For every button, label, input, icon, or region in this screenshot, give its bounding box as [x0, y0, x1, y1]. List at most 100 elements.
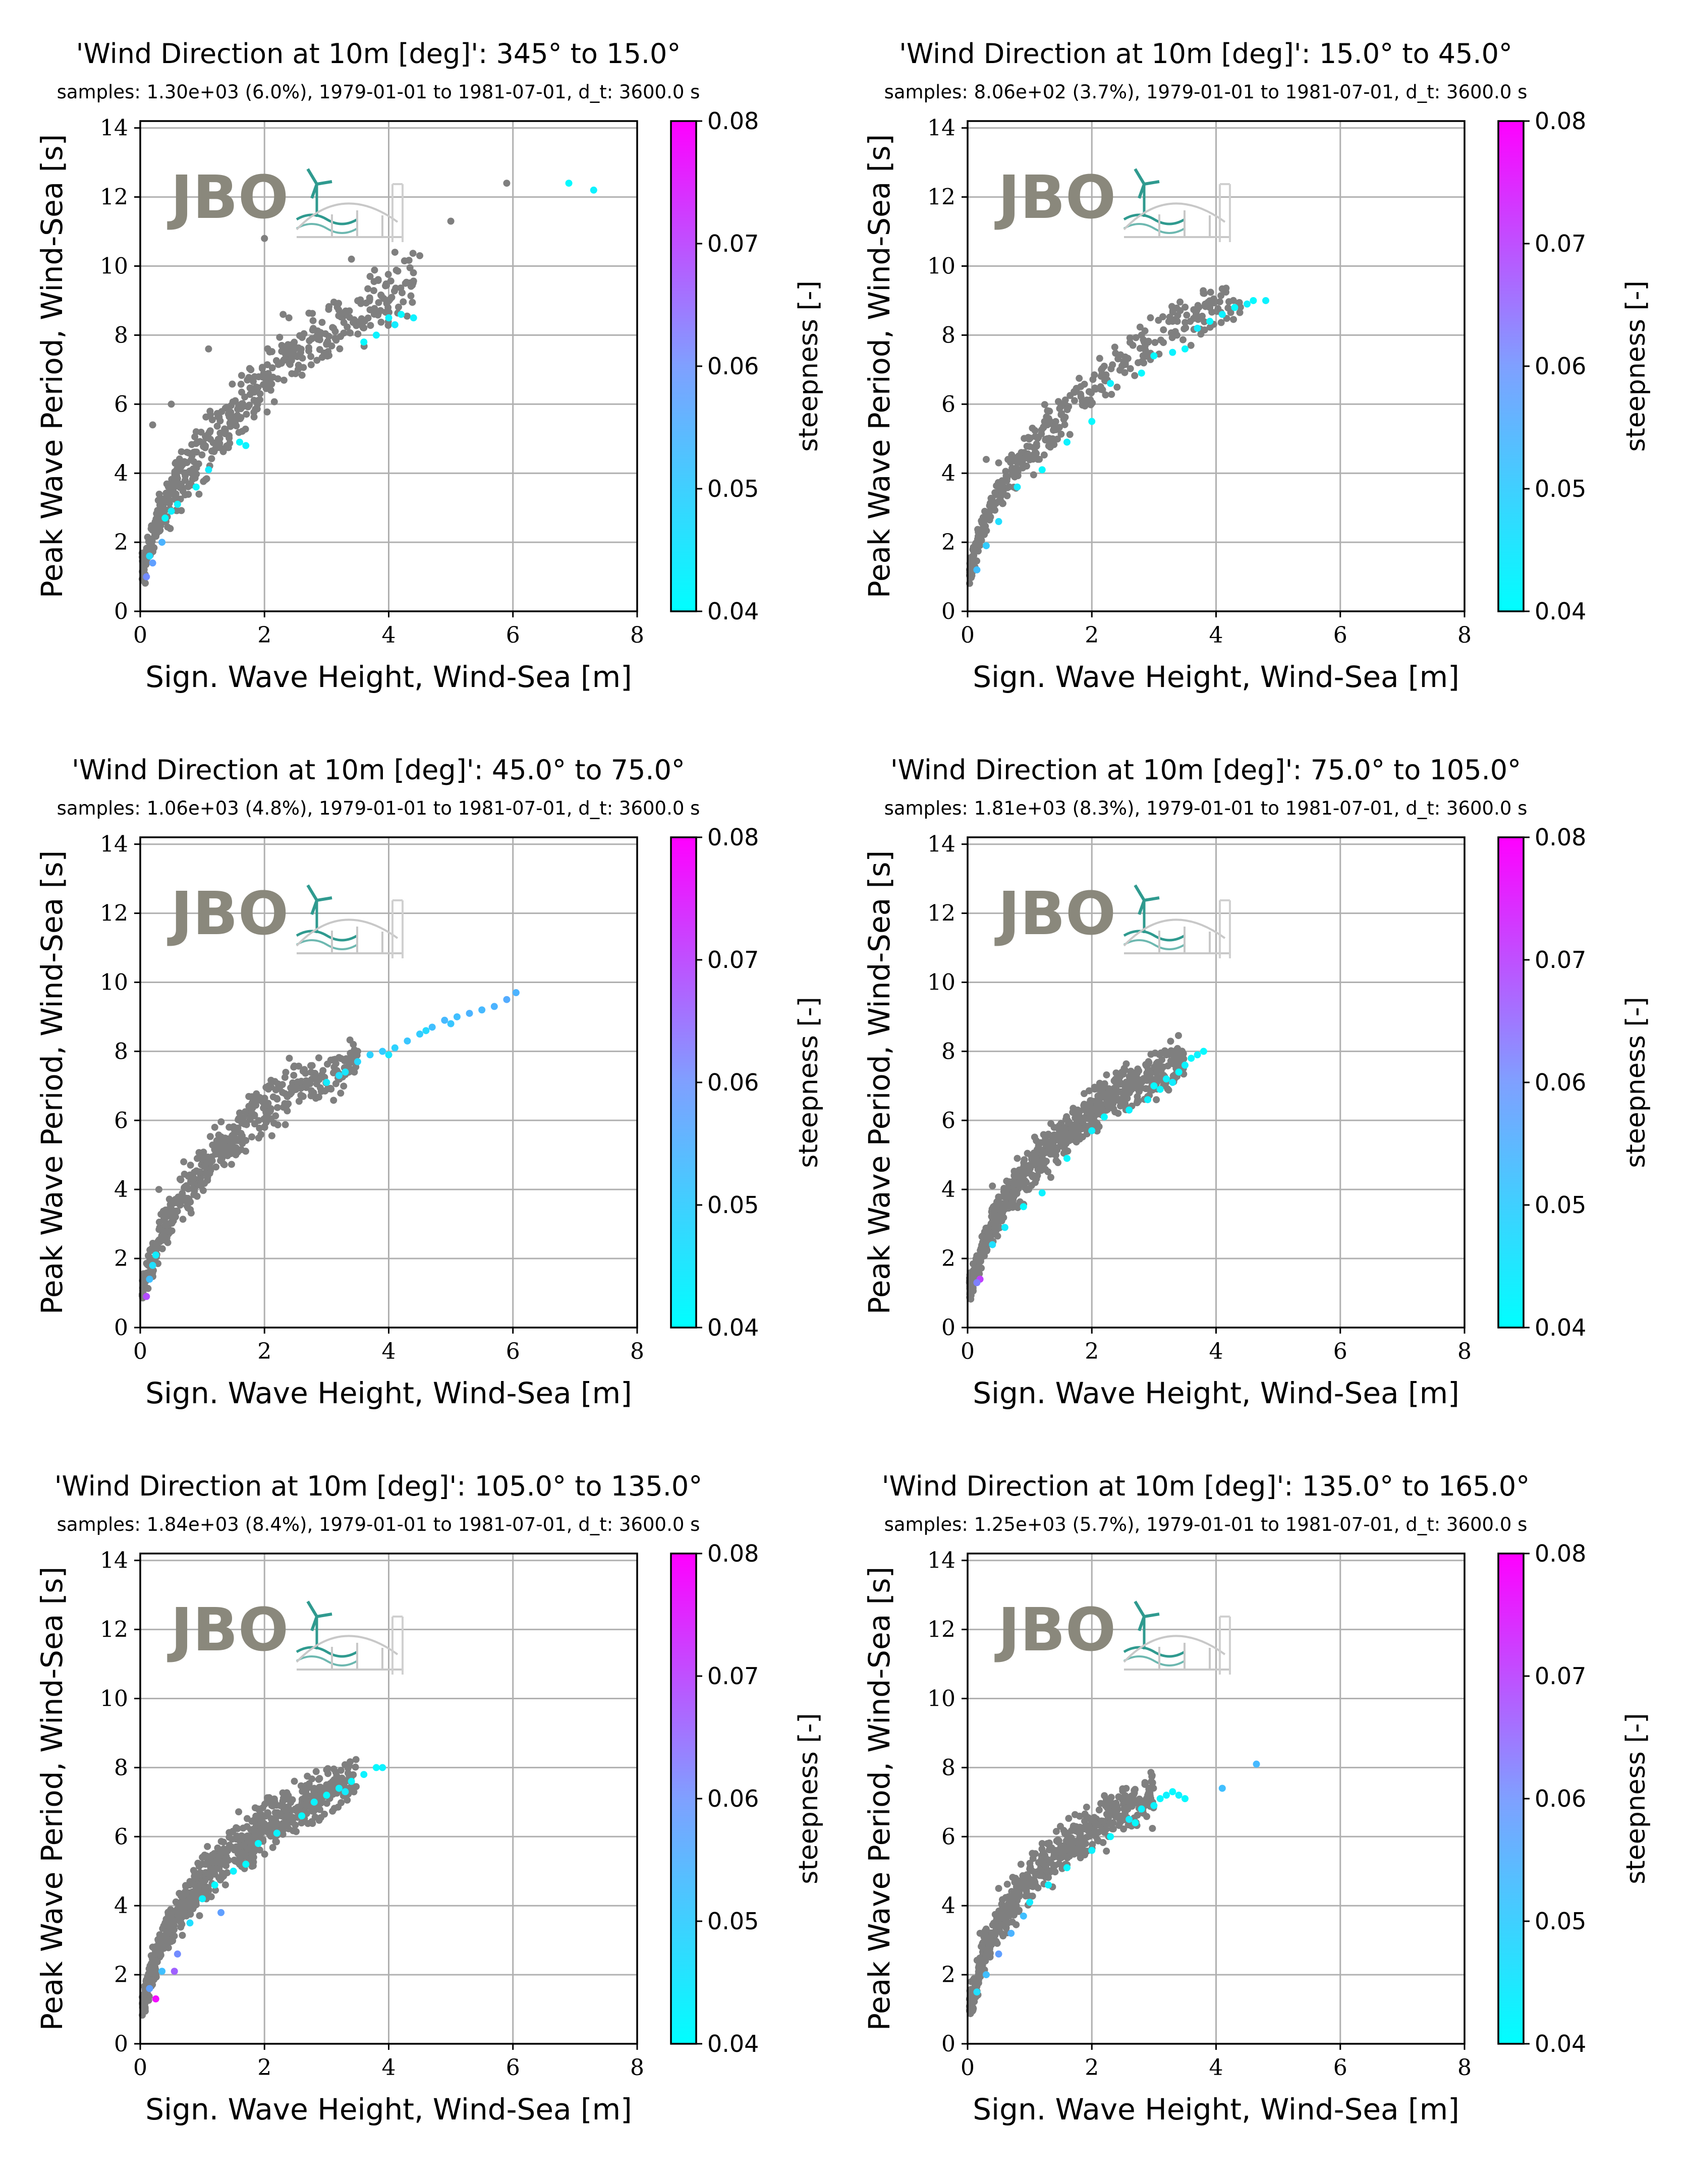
data-point	[340, 1082, 348, 1090]
data-point	[331, 334, 339, 342]
turbine-blades-icon	[306, 1600, 332, 1632]
data-point	[1236, 309, 1244, 316]
series-steepness	[973, 297, 1269, 573]
data-point	[1077, 383, 1085, 390]
logo-text: JBO	[994, 1595, 1116, 1664]
data-point	[1147, 314, 1154, 322]
data-point	[180, 1891, 187, 1899]
data-point	[346, 307, 353, 315]
data-point	[335, 1785, 343, 1792]
data-point	[1102, 1825, 1110, 1833]
data-point	[282, 347, 289, 354]
data-point	[989, 1182, 996, 1190]
data-point	[1026, 443, 1033, 450]
data-point	[152, 1995, 159, 2003]
data-point	[1217, 319, 1225, 326]
data-point	[370, 310, 378, 318]
data-point	[174, 1950, 181, 1958]
data-point	[323, 1766, 330, 1773]
data-point	[1160, 339, 1167, 347]
data-point	[185, 491, 192, 498]
y-tick-label: 0	[941, 1315, 955, 1341]
colorbar-bar	[1497, 1553, 1525, 2045]
data-point	[1031, 1161, 1038, 1169]
data-point	[1099, 1817, 1107, 1825]
data-point	[198, 1880, 206, 1887]
data-point	[1011, 473, 1019, 481]
data-point	[171, 1926, 178, 1933]
data-point	[1147, 1073, 1154, 1081]
data-point	[1012, 1888, 1020, 1895]
data-point	[152, 1251, 159, 1259]
data-point	[292, 1828, 300, 1835]
data-point	[1099, 1838, 1107, 1846]
data-point	[1198, 312, 1206, 320]
data-point	[976, 1929, 984, 1937]
data-point	[1046, 437, 1054, 444]
data-point	[1182, 324, 1190, 331]
data-point	[1083, 1833, 1090, 1841]
tower-icon	[391, 899, 404, 958]
y-tick-label: 2	[941, 530, 955, 555]
y-tick-label: 0	[114, 599, 128, 624]
data-point	[243, 411, 250, 418]
data-point	[1102, 391, 1109, 399]
data-point	[320, 349, 328, 357]
data-point	[387, 277, 395, 285]
data-point	[211, 1151, 219, 1158]
jbo-logo: JBO	[167, 162, 404, 242]
data-point	[1001, 1224, 1008, 1231]
data-point	[1169, 1072, 1177, 1080]
y-tick-label: 2	[114, 1246, 128, 1272]
data-point	[346, 1762, 353, 1769]
subplot-4: 'Wind Direction at 10m [deg]': 75.0° to …	[862, 754, 1651, 1410]
colorbar-bar	[670, 1553, 697, 2045]
data-point	[209, 1858, 217, 1866]
tower-icon	[391, 183, 404, 242]
data-point	[250, 1817, 258, 1824]
data-point	[1022, 1874, 1030, 1882]
data-point	[366, 306, 374, 314]
data-point	[354, 330, 362, 338]
colorbar-tick-label: 0.08	[707, 1540, 759, 1567]
wave-icon	[296, 939, 358, 950]
chart-subtitle: samples: 1.81e+03 (8.3%), 1979-01-01 to …	[884, 797, 1528, 819]
data-point	[259, 373, 266, 381]
logo-text: JBO	[994, 879, 1116, 948]
data-point	[1142, 353, 1149, 360]
data-point	[149, 1261, 156, 1269]
data-point	[268, 1132, 275, 1139]
data-point	[986, 507, 993, 515]
data-point	[402, 279, 409, 287]
y-tick-label: 2	[941, 1246, 955, 1272]
data-point	[1121, 369, 1129, 376]
colorbar-tick-label: 0.06	[1535, 353, 1586, 380]
y-tick-label: 10	[100, 253, 128, 279]
data-point	[197, 1174, 204, 1181]
colorbar-tick-label: 0.07	[1535, 230, 1586, 257]
data-point	[1057, 1854, 1065, 1862]
data-point	[466, 1010, 473, 1017]
data-point	[1157, 1050, 1165, 1057]
data-point	[970, 544, 978, 552]
data-point	[244, 1837, 252, 1845]
data-point	[1081, 402, 1089, 410]
data-point	[1012, 1921, 1020, 1928]
y-tick-label: 4	[941, 1177, 955, 1202]
x-tick-label: 0	[133, 2055, 147, 2081]
data-point	[1163, 1792, 1170, 1799]
data-point	[186, 1919, 194, 1927]
jbo-logo: JBO	[167, 879, 404, 958]
data-point	[346, 329, 354, 336]
y-tick-label: 12	[100, 185, 128, 210]
data-point	[1137, 1080, 1144, 1088]
data-point	[250, 413, 258, 421]
chart-subtitle: samples: 1.30e+03 (6.0%), 1979-01-01 to …	[57, 81, 700, 103]
wave-icon	[296, 930, 358, 942]
data-point	[1138, 358, 1146, 365]
ticks: 0 2 4 6 8 0 2 4 6 8 10 12 14	[927, 832, 1472, 1364]
data-point	[284, 341, 292, 349]
data-point	[317, 1087, 325, 1095]
data-point	[206, 1133, 214, 1140]
data-point	[1047, 1174, 1054, 1181]
